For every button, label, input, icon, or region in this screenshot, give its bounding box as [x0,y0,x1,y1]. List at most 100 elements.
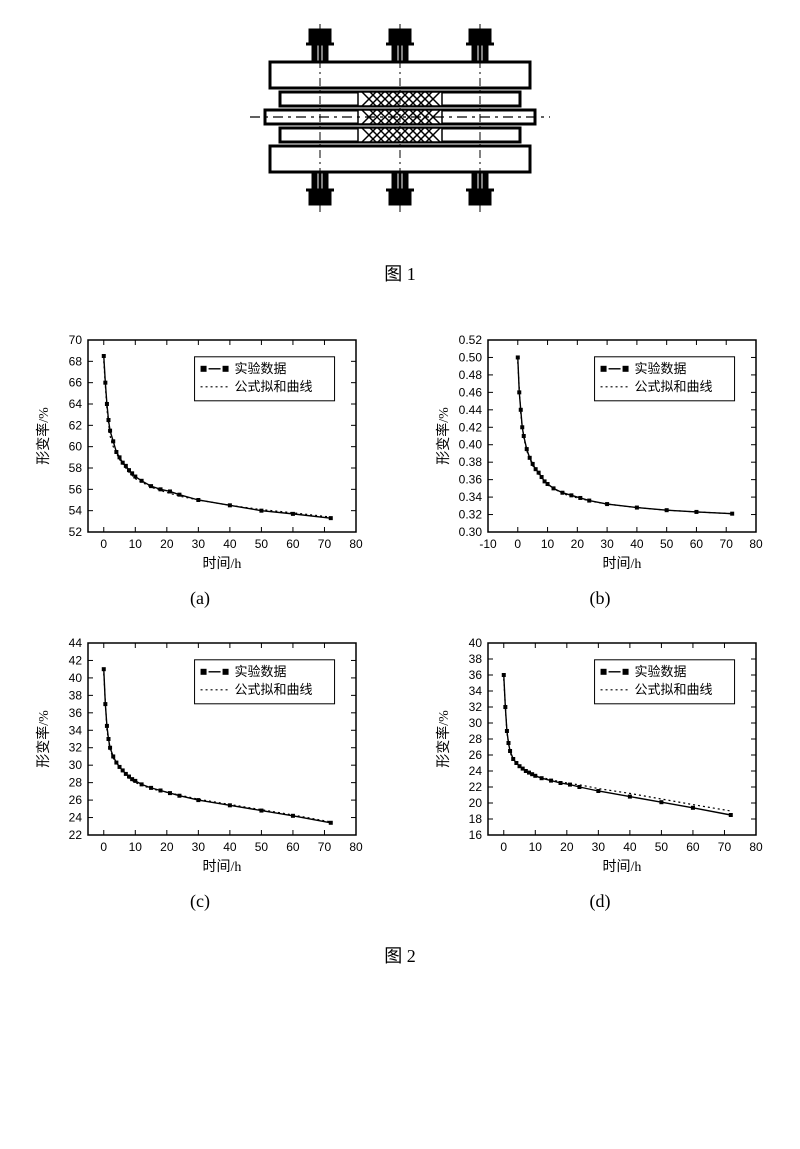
svg-text:10: 10 [541,537,555,551]
svg-text:50: 50 [255,840,269,854]
svg-text:60: 60 [686,840,700,854]
svg-text:形变率/%: 形变率/% [35,407,52,465]
svg-text:-10: -10 [479,537,497,551]
svg-text:公式拟和曲线: 公式拟和曲线 [635,379,713,394]
svg-text:60: 60 [69,440,83,454]
svg-text:28: 28 [69,776,83,790]
svg-text:50: 50 [660,537,674,551]
svg-text:10: 10 [529,840,543,854]
svg-text:36: 36 [469,668,483,682]
chart-b: -10010203040506070800.300.320.340.360.38… [430,326,770,576]
svg-text:0.48: 0.48 [459,368,483,382]
svg-text:60: 60 [690,537,704,551]
svg-text:54: 54 [69,504,83,518]
svg-text:形变率/%: 形变率/% [35,710,52,768]
chart-c-caption: (c) [190,891,210,912]
svg-text:实验数据: 实验数据 [235,361,287,376]
figure-1-block: 图 1 [20,20,780,286]
figure-2-caption: 图 2 [384,942,416,968]
svg-text:66: 66 [69,376,83,390]
svg-text:40: 40 [223,840,237,854]
chart-a-caption: (a) [190,588,210,609]
svg-text:44: 44 [69,636,83,650]
svg-text:28: 28 [469,732,483,746]
figure-1-caption: 图 1 [384,260,416,286]
svg-text:40: 40 [69,671,83,685]
charts-grid: 0102030405060708052545658606264666870时间/… [20,326,780,912]
svg-text:30: 30 [192,537,206,551]
figure-2-caption-block: 图 2 [20,922,780,968]
svg-text:40: 40 [469,636,483,650]
svg-text:42: 42 [69,653,83,667]
svg-text:30: 30 [600,537,614,551]
svg-text:50: 50 [655,840,669,854]
chart-d: 0102030405060708016182022242628303234363… [430,629,770,879]
svg-text:形变率/%: 形变率/% [435,407,452,465]
svg-text:10: 10 [129,840,143,854]
svg-text:公式拟和曲线: 公式拟和曲线 [235,379,313,394]
chart-c-cell: 0102030405060708022242628303234363840424… [20,629,380,912]
svg-text:60: 60 [286,537,300,551]
svg-text:0: 0 [514,537,521,551]
svg-text:0: 0 [100,537,107,551]
svg-text:20: 20 [571,537,585,551]
svg-text:0.50: 0.50 [459,350,483,364]
chart-a-cell: 0102030405060708052545658606264666870时间/… [20,326,380,609]
chart-b-caption: (b) [590,588,611,609]
svg-text:70: 70 [318,840,332,854]
svg-text:32: 32 [69,741,83,755]
svg-text:52: 52 [69,525,83,539]
svg-text:70: 70 [718,840,732,854]
svg-text:30: 30 [469,716,483,730]
svg-text:0.32: 0.32 [459,508,483,522]
svg-text:80: 80 [749,537,763,551]
svg-text:24: 24 [469,764,483,778]
svg-text:38: 38 [469,652,483,666]
chart-b-cell: -10010203040506070800.300.320.340.360.38… [420,326,780,609]
svg-text:形变率/%: 形变率/% [435,710,452,768]
svg-text:0.38: 0.38 [459,455,483,469]
svg-text:34: 34 [469,684,483,698]
svg-text:20: 20 [469,796,483,810]
chart-d-caption: (d) [590,891,611,912]
chart-c: 0102030405060708022242628303234363840424… [30,629,370,879]
svg-text:18: 18 [469,812,483,826]
svg-text:公式拟和曲线: 公式拟和曲线 [235,682,313,697]
svg-text:实验数据: 实验数据 [635,664,687,679]
svg-text:58: 58 [69,461,83,475]
svg-text:16: 16 [469,828,483,842]
svg-text:80: 80 [349,537,363,551]
svg-text:0.44: 0.44 [459,403,483,417]
svg-text:时间/h: 时间/h [203,859,242,875]
svg-text:70: 70 [69,333,83,347]
svg-text:24: 24 [69,811,83,825]
svg-text:64: 64 [69,397,83,411]
svg-text:34: 34 [69,723,83,737]
svg-text:0.40: 0.40 [459,438,483,452]
svg-text:0.42: 0.42 [459,420,483,434]
svg-text:22: 22 [469,780,483,794]
svg-text:0.36: 0.36 [459,473,483,487]
svg-text:22: 22 [69,828,83,842]
svg-text:60: 60 [286,840,300,854]
chart-d-cell: 0102030405060708016182022242628303234363… [420,629,780,912]
svg-text:实验数据: 实验数据 [635,361,687,376]
svg-text:68: 68 [69,354,83,368]
svg-text:时间/h: 时间/h [203,556,242,572]
svg-text:公式拟和曲线: 公式拟和曲线 [635,682,713,697]
svg-text:0: 0 [500,840,507,854]
svg-text:0.46: 0.46 [459,385,483,399]
svg-text:56: 56 [69,482,83,496]
svg-text:30: 30 [192,840,206,854]
svg-text:20: 20 [160,840,174,854]
svg-text:26: 26 [469,748,483,762]
svg-text:30: 30 [592,840,606,854]
svg-text:20: 20 [160,537,174,551]
svg-text:70: 70 [318,537,332,551]
svg-text:10: 10 [129,537,143,551]
svg-text:0.52: 0.52 [459,333,483,347]
svg-text:80: 80 [749,840,763,854]
svg-text:50: 50 [255,537,269,551]
svg-text:36: 36 [69,706,83,720]
chart-a: 0102030405060708052545658606264666870时间/… [30,326,370,576]
